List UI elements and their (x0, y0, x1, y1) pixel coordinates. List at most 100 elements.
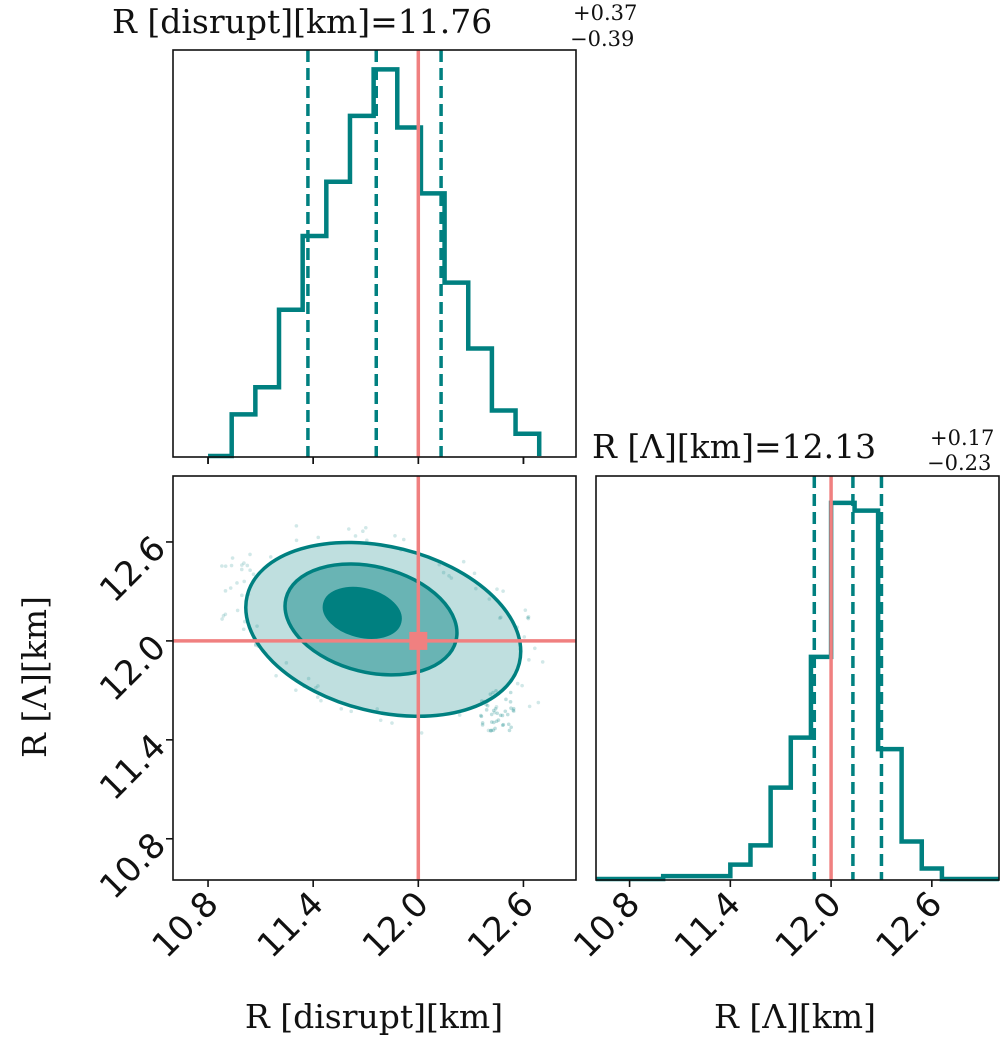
scatter-point (419, 731, 424, 735)
scatter-point (316, 535, 321, 540)
scatter-point (509, 706, 513, 710)
scatter-point (235, 608, 240, 613)
lambda-xtick-label-1: 11.4 (667, 884, 749, 966)
scatter-point (494, 719, 499, 724)
scatter-point (511, 706, 516, 711)
disrupt-hist-steps (208, 67, 542, 459)
scatter-point (489, 720, 494, 724)
scatter-point (221, 614, 226, 618)
scatter-point (461, 559, 466, 564)
contour-level-inner (322, 586, 402, 639)
scatter-point (268, 555, 273, 559)
scatter-point (525, 615, 530, 620)
scatter-point (508, 700, 513, 704)
title-disrupt-main: R [disrupt][km]=11.76 (112, 2, 492, 41)
contour-xtick-label-3: 12.6 (460, 884, 542, 966)
title-lambda-main: R [Λ][km]=12.13 (592, 427, 876, 466)
histogram-lambda-panel: 10.8 11.4 12.0 12.6 (566, 475, 1000, 966)
scatter-point (506, 722, 511, 727)
scatter-point (220, 564, 224, 568)
scatter-point (491, 690, 495, 695)
xlabel-lambda: R [Λ][km] (714, 997, 876, 1036)
scatter-point (493, 726, 497, 731)
contour-panel: 10.8 11.4 12.0 12.6 10.8 11.4 12.0 12.6 (92, 475, 577, 966)
scatter-point (500, 723, 505, 728)
contour-ytick-label-0: 10.8 (92, 825, 174, 907)
contour-frame (172, 475, 577, 881)
scatter-point (526, 616, 531, 621)
scatter-point (241, 627, 246, 632)
scatter-point (315, 695, 320, 699)
scatter-point (492, 710, 497, 715)
scatter-point (512, 709, 516, 714)
scatter-point (540, 660, 545, 664)
scatter-point (316, 684, 320, 688)
lambda-frame (595, 475, 1000, 881)
scatter-point (294, 524, 299, 528)
scatter-point (228, 586, 233, 590)
scatter-point (294, 688, 298, 692)
scatter-point (441, 570, 446, 575)
scatter-point (527, 658, 531, 662)
title-disrupt-plus: +0.37 (573, 1, 637, 25)
scatter-point (494, 688, 498, 693)
scatter-point (284, 661, 289, 665)
contour-truth-marker (409, 631, 428, 650)
scatter-point (242, 579, 247, 584)
scatter-point (480, 723, 485, 727)
scatter-point (240, 593, 244, 598)
scatter-point (509, 725, 513, 730)
scatter-point (526, 615, 531, 619)
scatter-point (240, 563, 244, 567)
contour-plot-area (173, 476, 576, 880)
scatter-point (393, 534, 397, 538)
scatter-point (306, 676, 311, 681)
contour-ytick-label-1: 11.4 (92, 726, 174, 808)
lambda-hist-steps (596, 500, 999, 882)
scatter-point (498, 616, 502, 620)
scatter-point (447, 574, 451, 578)
scatter-point (500, 713, 505, 718)
scatter-point (496, 718, 501, 722)
scatter-point (536, 700, 541, 705)
scatter-point (349, 709, 353, 714)
scatter-point (235, 581, 239, 585)
scatter-point (319, 698, 323, 703)
scatter-point (223, 564, 228, 568)
scatter-point (479, 714, 484, 719)
scatter-point (220, 617, 224, 621)
scatter-point (255, 624, 259, 628)
scatter-point (472, 571, 477, 576)
lambda-xtick-label-2: 12.0 (768, 884, 850, 966)
scatter-point (361, 529, 365, 533)
contour-ytick-label-2: 12.0 (92, 627, 174, 709)
title-lambda-minus: −0.23 (927, 451, 991, 475)
scatter-point (251, 572, 256, 577)
scatter-point (239, 567, 244, 572)
scatter-point (501, 722, 506, 727)
disrupt-frame (172, 49, 577, 458)
scatter-point (491, 728, 496, 733)
contour-xtick-label-2: 12.0 (355, 884, 437, 966)
scatter-point (487, 597, 492, 601)
scatter-point (229, 563, 234, 568)
scatter-point (499, 615, 503, 620)
scatter-point (479, 713, 483, 718)
scatter-point (314, 685, 318, 690)
scatter-point (353, 534, 358, 538)
scatter-point (390, 721, 394, 725)
scatter-point (346, 527, 351, 531)
scatter-point (511, 708, 516, 713)
scatter-point (498, 713, 503, 718)
lambda-xtick-label-3: 12.6 (868, 884, 950, 966)
scatter-point (515, 681, 520, 686)
scatter-point (401, 537, 406, 542)
title-disrupt: R [disrupt][km]=11.76 +0.37 −0.39 (112, 1, 637, 51)
scatter-point (493, 706, 498, 711)
scatter-point (223, 612, 228, 617)
contour-ytick-label-3: 12.6 (92, 529, 174, 611)
scatter-point (491, 708, 496, 713)
scatter-point (248, 568, 252, 572)
histogram-disrupt-panel (172, 49, 577, 464)
scatter-point (457, 713, 462, 717)
